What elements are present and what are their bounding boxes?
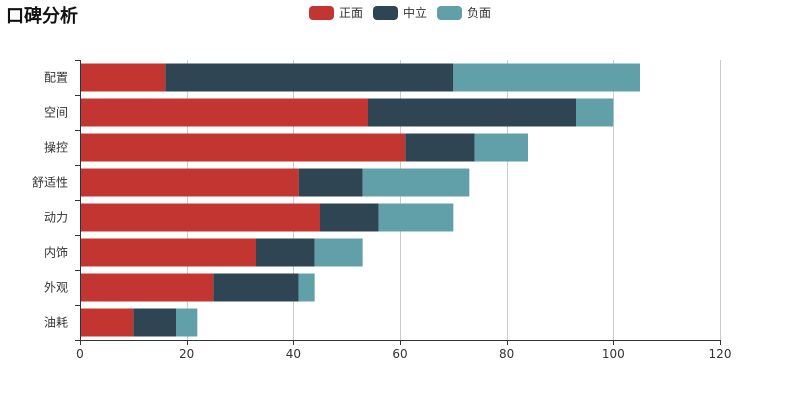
y-tick-label-内饰: 内饰 [44,246,68,260]
legend-item-负面[interactable]: 负面 [437,4,491,21]
bar-空间-正面[interactable] [80,98,368,127]
bar-外观-正面[interactable] [80,273,214,302]
legend-label: 中立 [402,6,427,20]
bar-油耗-负面[interactable] [176,308,198,337]
bar-外观-负面[interactable] [298,273,315,302]
bar-空间-负面[interactable] [576,98,614,127]
bar-操控-中立[interactable] [405,133,475,162]
legend-item-中立[interactable]: 中立 [372,4,427,21]
bar-动力-中立[interactable] [320,203,379,232]
legend-swatch [437,5,462,20]
x-tick-label-120: 120 [709,347,732,361]
bar-内饰-正面[interactable] [80,238,256,267]
bar-操控-正面[interactable] [80,133,406,162]
x-tick-label-100: 100 [602,347,625,361]
legend: 正面 中立 负面 [0,4,800,21]
legend-label: 负面 [467,6,492,20]
legend-swatch [308,5,334,20]
bar-配置-中立[interactable] [165,63,454,92]
legend-swatch [372,5,398,20]
bar-舒适性-负面[interactable] [362,168,470,197]
y-tick-label-空间: 空间 [44,106,68,120]
x-tick-label-20: 20 [179,347,194,361]
bar-内饰-负面[interactable] [314,238,363,267]
chart-title: 口碑分析 [6,6,78,27]
bar-舒适性-正面[interactable] [80,168,299,197]
bar-配置-负面[interactable] [453,63,640,92]
bar-操控-负面[interactable] [474,133,528,162]
y-tick-label-外观: 外观 [44,281,68,295]
x-tick-label-0: 0 [76,347,84,361]
bar-配置-正面[interactable] [80,63,166,92]
legend-item-正面[interactable]: 正面 [308,4,363,21]
bar-动力-正面[interactable] [80,203,320,232]
y-tick-label-配置: 配置 [44,71,68,85]
bar-油耗-正面[interactable] [80,308,134,337]
bar-动力-负面[interactable] [378,203,454,232]
x-tick-label-80: 80 [499,347,514,361]
x-tick-label-60: 60 [392,347,407,361]
bar-外观-中立[interactable] [213,273,299,302]
legend-label: 正面 [338,6,363,20]
bar-内饰-中立[interactable] [256,238,315,267]
x-tick-label-40: 40 [286,347,301,361]
bar-舒适性-中立[interactable] [298,168,363,197]
y-tick-label-操控: 操控 [44,140,68,155]
bar-空间-中立[interactable] [368,98,576,127]
y-tick-label-舒适性: 舒适性 [32,176,68,190]
bar-油耗-中立[interactable] [133,308,176,337]
y-tick-label-动力: 动力 [44,211,68,225]
y-tick-label-油耗: 油耗 [44,316,68,330]
